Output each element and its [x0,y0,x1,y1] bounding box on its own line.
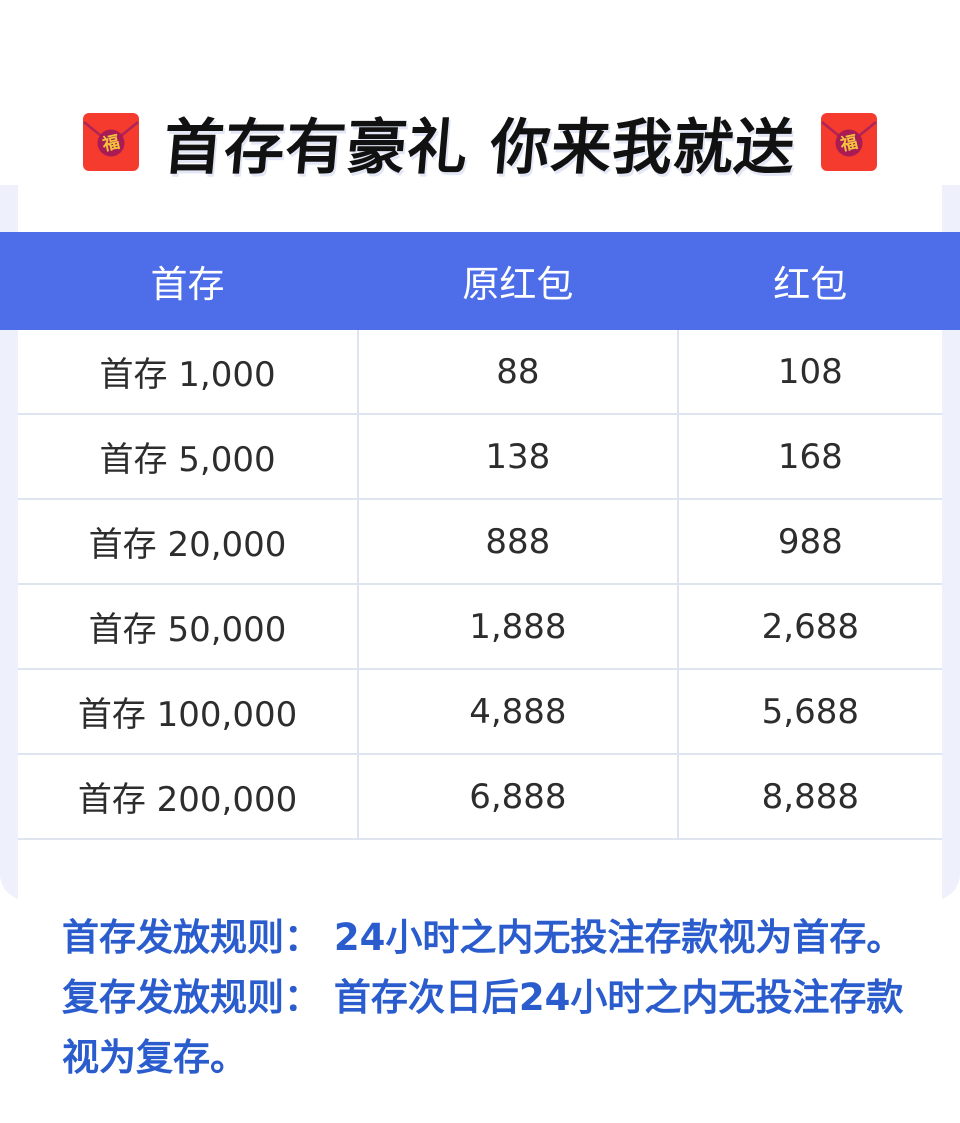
fu-character: 福 [838,131,860,155]
promo-title-row: 福 首存有豪礼 你来我就送 福 [18,112,942,183]
original-bonus-cell: 138 [357,415,679,498]
table-row: 首存 20,000 888 988 [18,500,942,585]
table-row: 首存 200,000 6,888 8,888 [18,755,942,840]
original-bonus-cell: 888 [357,500,679,583]
rule-redeposit: 复存发放规则： 首存次日后24小时之内无投注存款 [62,976,904,1019]
table-row: 首存 100,000 4,888 5,688 [18,670,942,755]
bonus-cell: 988 [777,521,843,562]
table-row: 首存 5,000 138 168 [18,415,942,500]
promo-card: 福 首存有豪礼 你来我就送 福 首存 原红包 红包 首存 1,000 88 10… [0,62,960,1110]
bonus-cell: 108 [777,351,843,392]
table-header-row: 首存 原红包 红包 [0,232,960,330]
column-header-original-bonus: 原红包 [462,263,574,306]
bonus-rules: 首存发放规则： 24小时之内无投注存款视为首存。 复存发放规则： 首存次日后24… [62,908,922,1088]
deposit-cell: 首存 1,000 [99,355,276,395]
rule-redeposit-wrap: 视为复存。 [62,1036,247,1079]
red-envelope-icon: 福 [820,113,877,171]
deposit-cell: 首存 20,000 [88,525,287,565]
fu-character: 福 [100,131,122,155]
promo-title: 首存有豪礼 你来我就送 [160,112,799,183]
bonus-cell: 2,688 [761,606,859,647]
original-bonus-cell: 88 [357,330,679,413]
column-header-deposit: 首存 [150,263,225,306]
table-row: 首存 50,000 1,888 2,688 [18,585,942,670]
deposit-cell: 首存 200,000 [77,780,298,820]
deposit-cell: 首存 100,000 [77,695,298,735]
bonus-cell: 8,888 [761,776,859,817]
rule-first-deposit: 首存发放规则： 24小时之内无投注存款视为首存。 [62,916,904,959]
bonus-cell: 168 [777,436,843,477]
original-bonus-cell: 1,888 [357,585,679,668]
deposit-bonus-table: 首存 1,000 88 108 首存 5,000 138 168 首存 20,0… [18,330,942,840]
original-bonus-cell: 6,888 [357,755,679,838]
red-envelope-icon: 福 [83,113,140,171]
bonus-cell: 5,688 [761,691,859,732]
table-row: 首存 1,000 88 108 [18,330,942,415]
column-header-bonus: 红包 [773,263,848,306]
deposit-cell: 首存 50,000 [88,610,287,650]
deposit-cell: 首存 5,000 [99,440,276,480]
original-bonus-cell: 4,888 [357,670,679,753]
